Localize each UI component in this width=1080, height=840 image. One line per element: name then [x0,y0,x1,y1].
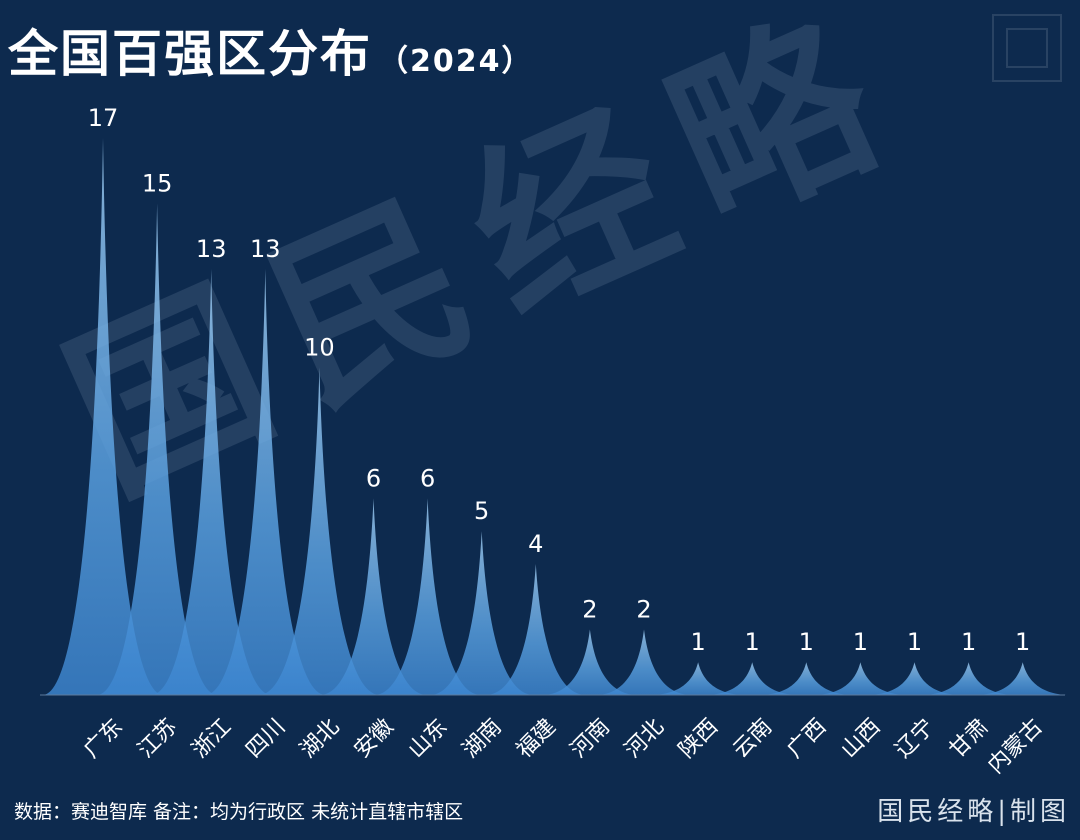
x-tick-山东: 山东 [404,714,453,763]
x-tick-云南: 云南 [728,714,777,763]
value-label-辽宁: 1 [907,628,922,656]
value-label-广西: 1 [799,628,814,656]
x-tick-河北: 河北 [620,714,669,763]
value-label-四川: 13 [250,235,281,263]
x-tick-河南: 河南 [566,714,615,763]
x-tick-湖北: 湖北 [296,714,345,763]
x-tick-四川: 四川 [241,714,290,763]
peak-甘肃 [924,662,1013,695]
x-tick-安徽: 安徽 [350,714,399,763]
value-label-湖北: 10 [304,333,335,361]
peak-山西 [816,662,905,695]
peak-云南 [708,662,796,695]
x-tick-江苏: 江苏 [133,714,182,763]
chart-title: 全国百强区分布 （2024） [8,14,534,86]
peak-湖北 [259,367,380,695]
x-tick-辽宁: 辽宁 [891,714,940,763]
x-tick-广东: 广东 [79,714,128,763]
peaks-group [43,138,1067,695]
value-label-浙江: 13 [196,235,227,263]
x-tick-陕西: 陕西 [674,714,723,763]
peak-江苏 [97,203,218,695]
peak-河南 [544,629,636,695]
value-label-福建: 4 [528,530,543,558]
peak-广东 [43,138,163,695]
value-label-山西: 1 [853,628,868,656]
x-tick-甘肃: 甘肃 [945,714,994,763]
peak-陕西 [654,662,742,695]
value-label-山东: 6 [420,464,435,492]
peak-福建 [486,563,585,695]
value-label-内蒙古: 1 [1015,628,1030,656]
value-label-甘肃: 1 [961,628,976,656]
x-tick-山西: 山西 [837,714,886,763]
peak-广西 [762,662,851,695]
peak-河北 [598,629,690,695]
peak-山东 [374,498,481,695]
peak-辽宁 [870,662,959,695]
value-label-陕西: 1 [690,628,705,656]
peak-浙江 [151,269,272,695]
peak-湖南 [430,531,533,695]
value-label-河北: 2 [636,595,651,623]
peak-四川 [205,269,326,695]
value-label-广东: 17 [88,104,119,132]
value-label-安徽: 6 [366,464,381,492]
x-tick-广西: 广西 [782,714,831,763]
peak-安徽 [320,498,427,695]
value-label-江苏: 15 [142,170,173,198]
x-tick-内蒙古: 内蒙古 [983,714,1047,778]
x-tick-湖南: 湖南 [458,714,507,763]
title-text: 全国百强区分布 [8,25,372,83]
value-label-湖南: 5 [474,497,489,525]
footer-source: 数据：赛迪智库 备注：均为行政区 未统计直辖市辖区 [14,801,464,823]
title-year: （2024） [378,44,534,79]
x-tick-浙江: 浙江 [187,714,236,763]
peak-内蒙古 [978,662,1067,695]
x-tick-福建: 福建 [512,714,561,763]
footer-brand: 国民经略|制图 [877,797,1070,827]
value-label-云南: 1 [745,628,760,656]
value-label-河南: 2 [582,595,597,623]
logo-stamp [992,14,1062,82]
value-labels: 17 15 13 13 10 6 6 5 4 2 2 1 1 1 1 1 1 1 [88,104,1031,656]
